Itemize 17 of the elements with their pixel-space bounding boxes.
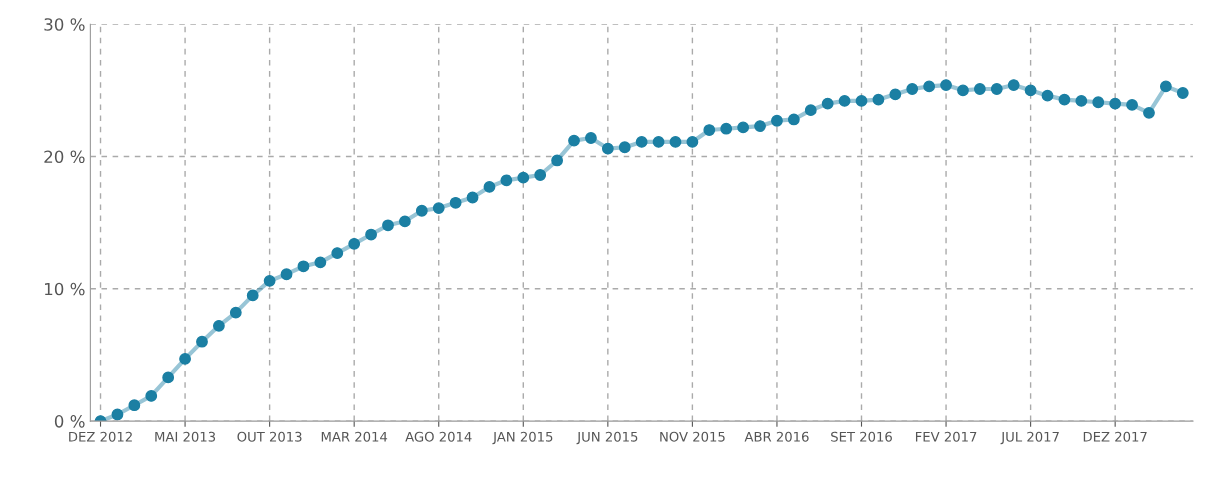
x-tick-label: JUL 2017 xyxy=(1000,431,1059,445)
x-tick-label: JAN 2015 xyxy=(492,431,553,445)
x-tick-label: MAI 2013 xyxy=(155,431,216,442)
x-tick-label: OUT 2013 xyxy=(237,431,302,442)
x-tick-label: ABR 2016 xyxy=(744,431,809,442)
y-tick-label: 10 % xyxy=(45,282,85,296)
x-tick-label: AGO 2014 xyxy=(405,431,472,442)
x-tick-label: DEZ 2017 xyxy=(1083,431,1147,442)
x-tick-label: DEZ 2012 xyxy=(69,431,132,442)
x-tick-label: FEV 2017 xyxy=(915,431,977,442)
x-tick-label: NOV 2015 xyxy=(660,431,725,442)
x-tick-label: JUN 2015 xyxy=(576,431,638,445)
x-tick-label: MAR 2014 xyxy=(321,431,388,442)
x-tick-label: SET 2016 xyxy=(831,431,892,442)
y-tick-label: 0 % xyxy=(54,415,85,428)
y-tick-label: 30 % xyxy=(44,18,85,31)
y-tick-label: 20 % xyxy=(44,150,85,164)
